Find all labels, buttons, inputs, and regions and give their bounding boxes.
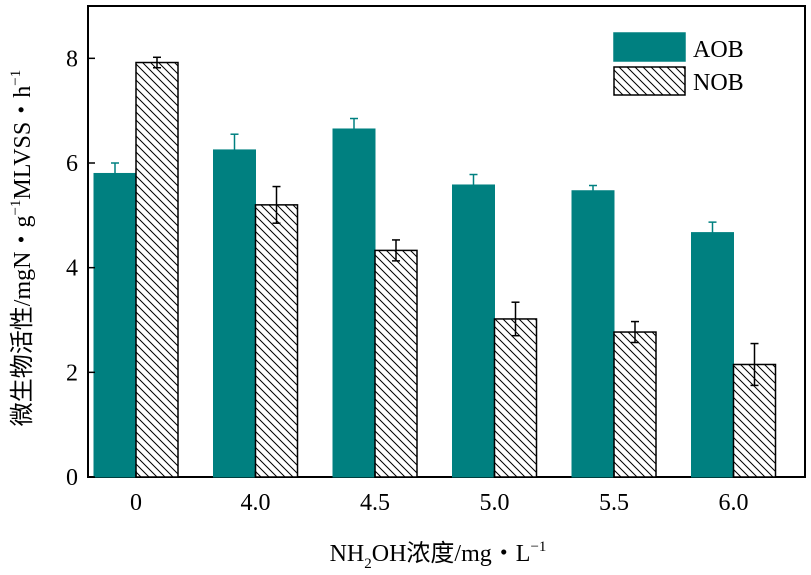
error-bars-group (111, 56, 759, 387)
bar-aob-5.5 (571, 190, 615, 478)
x-tick-label-6.0: 6.0 (719, 490, 749, 516)
bar-nob-4.0 (254, 204, 299, 478)
y-tick-label-8: 8 (66, 46, 78, 72)
bar-nob-4.5 (374, 249, 418, 478)
error-bar-nob-6.0 (750, 342, 759, 387)
x-tick-label-0: 0 (130, 490, 142, 516)
bar-aob-0 (93, 172, 137, 478)
x-axis-label-sub: 2 (364, 556, 372, 572)
bar-aob-4.5 (332, 128, 376, 478)
bar-aob-6.0 (691, 232, 734, 478)
bar-aob-5.0 (452, 184, 495, 478)
legend: AOB NOB (613, 32, 744, 96)
x-tick-label-5.5: 5.5 (599, 490, 629, 516)
bar-nob-5.5 (613, 331, 657, 478)
legend-label-aob: AOB (693, 37, 744, 63)
y-tick-label-6: 6 (66, 151, 78, 177)
error-bar-nob-0 (153, 56, 161, 69)
bar-nob-5.0 (493, 318, 538, 478)
bar-nob-0 (135, 61, 179, 478)
x-tick-label-5.0: 5.0 (480, 490, 510, 516)
x-axis-label-sup: −1 (530, 539, 546, 555)
y-axis-label-sup2: −1 (8, 70, 24, 86)
y-axis-label: 微生物活性/mgN・g−1MLVSS・h−1 (8, 70, 36, 426)
x-axis-label: NH2OH浓度/mg・L−1 (330, 539, 547, 572)
y-axis-label-main: 微生物活性/mgN・g (9, 216, 36, 427)
legend-swatch-aob (613, 32, 686, 62)
error-bar-aob-4.0 (230, 133, 239, 150)
error-bar-aob-0 (111, 162, 119, 174)
y-tick-label-4: 4 (66, 256, 78, 282)
error-bar-aob-5.5 (589, 184, 597, 191)
y-axis: 0 2 4 6 8 (66, 46, 95, 491)
x-axis: 0 4.0 4.5 5.0 5.5 6.0 (130, 471, 749, 516)
error-bar-nob-5.0 (511, 301, 520, 337)
x-axis-label-part2: OH浓度/mg・L (372, 540, 531, 567)
plot-frame (87, 5, 806, 478)
error-bar-aob-5.0 (469, 173, 478, 185)
legend-swatch-nob (613, 66, 686, 96)
bars-group (93, 61, 777, 478)
error-bar-aob-4.5 (350, 117, 358, 129)
x-axis-label-part1: NH (330, 541, 365, 567)
x-tick-label-4.0: 4.0 (241, 490, 271, 516)
error-bar-nob-5.5 (631, 320, 639, 344)
error-bar-nob-4.0 (272, 185, 281, 224)
y-axis-label-sup1: −1 (8, 200, 24, 216)
y-tick-label-0: 0 (66, 465, 78, 491)
x-tick-label-4.5: 4.5 (360, 490, 390, 516)
y-axis-label-mid: MLVSS・h (10, 86, 36, 200)
bar-aob-4.0 (213, 149, 256, 478)
error-bar-aob-6.0 (708, 221, 717, 233)
error-bar-nob-4.5 (392, 239, 400, 262)
y-tick-label-2: 2 (66, 360, 78, 386)
legend-label-nob: NOB (693, 70, 744, 96)
